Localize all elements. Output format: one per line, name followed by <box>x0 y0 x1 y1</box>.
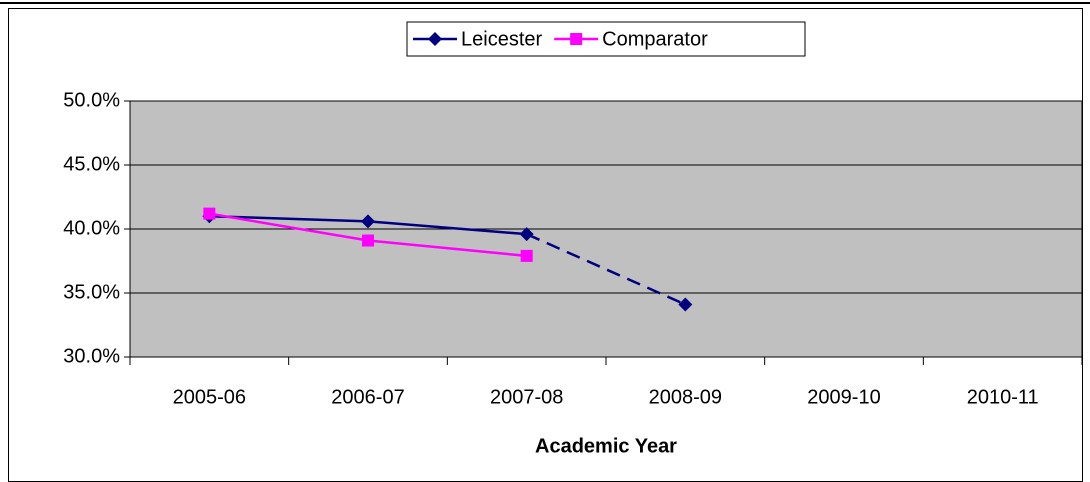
y-tick-label: 45.0% <box>63 153 120 175</box>
series-line <box>526 232 686 306</box>
x-axis-title: Academic Year <box>535 435 677 457</box>
x-tick-label: 2005-06 <box>173 386 246 408</box>
marker <box>570 33 583 45</box>
x-tick-label: 2009-10 <box>807 386 880 408</box>
legend-label: Comparator <box>602 28 708 50</box>
marker <box>362 234 374 247</box>
marker <box>361 214 375 229</box>
x-tick-label: 2007-08 <box>490 386 563 408</box>
y-tick-label: 30.0% <box>63 345 120 367</box>
y-tick-label: 35.0% <box>63 281 120 303</box>
x-tick-label: 2010-11 <box>967 386 1039 408</box>
marker <box>678 297 693 312</box>
marker <box>520 249 533 262</box>
y-tick-label: 40.0% <box>63 217 120 239</box>
x-tick-label: 2006-07 <box>331 386 404 408</box>
x-tick-label: 2008-09 <box>649 386 722 408</box>
marker <box>428 32 442 46</box>
legend-box <box>406 21 806 57</box>
legend-label: Leicester <box>461 28 542 50</box>
marker <box>519 227 534 242</box>
y-tick-label: 50.0% <box>63 89 120 111</box>
marker <box>203 207 216 220</box>
